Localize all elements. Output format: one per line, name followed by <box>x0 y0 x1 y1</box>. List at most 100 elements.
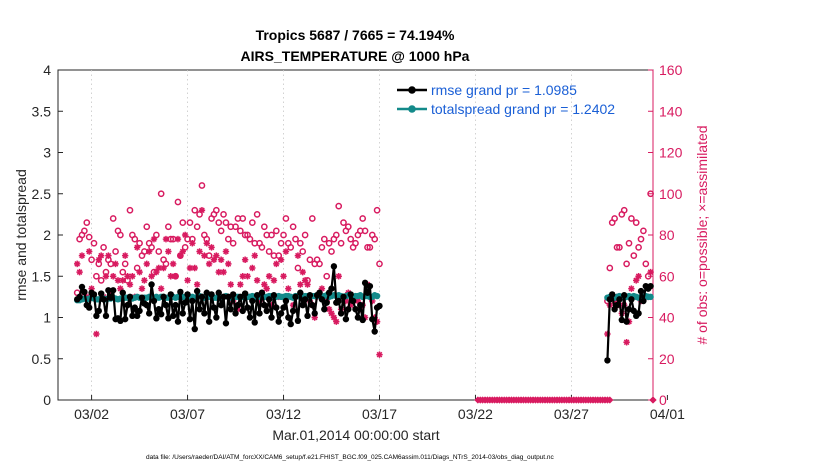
rmse-point <box>193 287 201 295</box>
obs-possible-point <box>236 227 244 235</box>
data-file-footnote: data file: /Users/raeder/DAI/ATM_forcXX/… <box>146 454 555 461</box>
obs-series <box>73 182 657 404</box>
y2-tick-label: 140 <box>659 103 683 119</box>
obs-assimilated-point <box>78 252 86 259</box>
obs-possible-point <box>224 235 232 243</box>
obs-assimilated-point <box>347 301 354 309</box>
legend-spread-label: totalspread grand pr = 1.2402 <box>431 101 615 117</box>
obs-possible-point <box>359 215 367 222</box>
rmse-point <box>177 288 184 296</box>
obs-assimilated-point <box>270 277 278 284</box>
obs-possible-point <box>165 223 172 231</box>
rmse-point <box>155 306 162 313</box>
obs-possible-point <box>246 235 254 243</box>
rmse-point <box>637 287 645 295</box>
rmse-point <box>229 291 237 298</box>
rmse-point <box>609 291 616 298</box>
rmse-point <box>100 296 107 303</box>
obs-possible-point <box>119 268 127 276</box>
obs-assimilated-point <box>294 252 302 259</box>
rmse-point <box>227 306 234 313</box>
obs-possible-point <box>121 260 129 268</box>
obs-assimilated-point <box>311 314 318 321</box>
y2-axis-label: # of obs: o=possible; ×=assimilated <box>694 125 710 344</box>
rmse-point <box>97 290 105 297</box>
obs-possible-point <box>373 206 381 214</box>
obs-possible-point <box>90 239 98 247</box>
rmse-point <box>198 293 206 301</box>
obs-possible-point <box>323 272 331 280</box>
obs-assimilated-point <box>148 273 155 280</box>
obs-assimilated-point <box>354 297 362 305</box>
obs-possible-point <box>344 223 352 231</box>
obs-assimilated-point <box>105 252 112 259</box>
rmse-point <box>93 312 100 320</box>
obs-possible-point <box>299 248 307 255</box>
rmse-point <box>210 304 218 311</box>
obs-assimilated-point <box>633 277 640 284</box>
rmse-point <box>239 307 246 315</box>
obs-possible-point <box>294 264 302 272</box>
obs-possible-point <box>239 215 247 222</box>
y-axis-label: rmse and totalspread <box>13 169 29 301</box>
y-tick-label: 3.5 <box>32 103 52 119</box>
rmse-point <box>234 301 242 309</box>
rmse-point <box>237 293 244 301</box>
obs-assimilated-point <box>97 252 105 259</box>
obs-assimilated-point <box>191 264 198 272</box>
obs-possible-point <box>126 206 134 214</box>
obs-possible-point <box>253 211 261 218</box>
y2-tick-label: 100 <box>659 186 683 202</box>
x-tick-label: 04/01 <box>650 406 685 422</box>
obs-assimilated-point <box>213 252 220 259</box>
rmse-point <box>249 297 256 305</box>
rmse-point <box>145 310 153 317</box>
obs-assimilated-point <box>85 248 93 255</box>
obs-assimilated-point <box>121 252 129 259</box>
obs-assimilated-point <box>177 252 184 259</box>
obs-possible-point <box>193 223 201 231</box>
rmse-point <box>318 296 326 303</box>
rmse-point <box>328 285 335 292</box>
rmse-point <box>366 282 374 290</box>
rmse-point <box>621 292 628 299</box>
rmse-point <box>181 299 189 306</box>
obs-assimilated-point <box>157 285 165 292</box>
obs-assimilated-point <box>330 314 338 321</box>
rmse-point <box>321 306 328 313</box>
obs-possible-point <box>340 219 347 226</box>
obs-assimilated-point <box>143 260 150 268</box>
obs-assimilated-point <box>241 256 249 263</box>
obs-assimilated-point <box>265 273 273 280</box>
obs-assimilated-point <box>237 281 244 288</box>
rmse-point <box>359 316 366 324</box>
rmse-point <box>119 289 126 296</box>
rmse-point <box>244 304 251 311</box>
obs-assimilated-point <box>628 285 635 292</box>
obs-possible-point <box>642 260 650 268</box>
obs-possible-point <box>301 231 309 239</box>
rmse-point <box>162 301 170 309</box>
right-y-axis: 0 20 40 60 80 100 120 140 160 <box>648 62 683 408</box>
obs-possible-point <box>179 219 187 226</box>
obs-possible-point <box>217 227 225 235</box>
rmse-point <box>109 287 117 294</box>
rmse-point <box>304 312 311 320</box>
obs-possible-point <box>260 223 268 231</box>
obs-possible-point <box>85 233 93 241</box>
obs-assimilated-point <box>150 235 158 243</box>
obs-assimilated-point <box>215 268 222 276</box>
x-tick-label: 03/27 <box>554 406 589 422</box>
rmse-point <box>189 297 196 305</box>
rmse-point <box>261 301 268 309</box>
obs-possible-point <box>229 239 237 247</box>
rmse-point <box>129 312 136 320</box>
rmse-point <box>635 310 642 317</box>
obs-possible-point <box>328 248 335 255</box>
x-axis: 03/02 03/07 03/12 03/17 03/22 03/27 04/01 <box>74 395 685 422</box>
obs-possible-point <box>296 239 304 247</box>
obs-assimilated-point <box>253 277 261 284</box>
obs-assimilated-point <box>261 281 268 288</box>
rmse-point <box>349 297 357 305</box>
rmse-point <box>121 315 129 323</box>
